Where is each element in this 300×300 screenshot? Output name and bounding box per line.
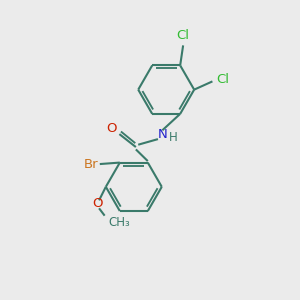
Text: O: O: [92, 197, 103, 210]
Text: N: N: [158, 128, 167, 141]
Text: Br: Br: [84, 158, 98, 171]
Text: H: H: [169, 130, 178, 143]
Text: Cl: Cl: [216, 74, 229, 86]
Text: CH₃: CH₃: [109, 216, 130, 229]
Text: Cl: Cl: [177, 29, 190, 42]
Text: O: O: [106, 122, 117, 135]
